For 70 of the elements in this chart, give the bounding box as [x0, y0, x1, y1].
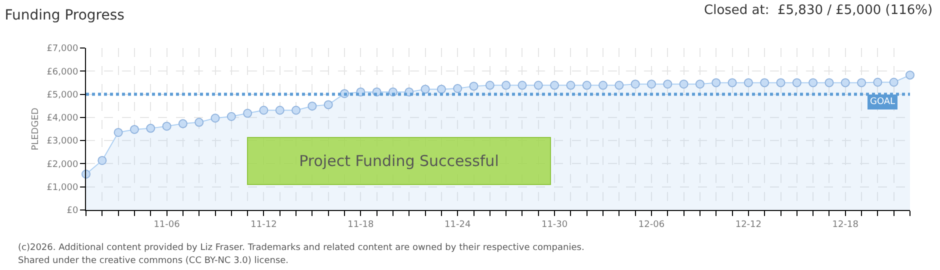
- chart-title: Funding Progress: [4, 7, 124, 24]
- point: [566, 80, 576, 90]
- point: [534, 80, 543, 90]
- point: [420, 84, 430, 94]
- point: [760, 78, 770, 88]
- point: [824, 78, 834, 88]
- point: [308, 102, 317, 111]
- chart-subtitle: Closed at: £5,830 / £5,000 (116%): [704, 3, 933, 18]
- point: [114, 128, 123, 137]
- point: [792, 78, 802, 88]
- ref-line-label: GOAL: [870, 97, 896, 107]
- point: [178, 119, 188, 128]
- x-tick-label: 11-24: [444, 220, 471, 230]
- point: [194, 118, 204, 127]
- point: [292, 106, 301, 115]
- point: [485, 80, 494, 90]
- point: [162, 122, 172, 131]
- point: [744, 78, 753, 88]
- y-tick-label: £3,000: [46, 136, 78, 147]
- y-axis-title: PLEDGED: [31, 108, 42, 150]
- point: [469, 82, 478, 91]
- y-tick-label: £6,000: [46, 67, 78, 78]
- point: [324, 100, 333, 110]
- point: [808, 78, 818, 88]
- point: [646, 80, 656, 89]
- point: [598, 80, 608, 90]
- point: [259, 106, 268, 115]
- y-tick-label: £2,000: [46, 160, 78, 170]
- point: [98, 156, 107, 165]
- point: [857, 78, 866, 88]
- x-tick-label: 11-30: [541, 220, 568, 230]
- x-tick-label: 12-18: [832, 220, 859, 230]
- x-tick-label: 11-12: [250, 220, 277, 230]
- point: [906, 70, 914, 80]
- point: [889, 78, 898, 87]
- point: [630, 80, 640, 89]
- x-tick-label: 12-12: [735, 220, 762, 230]
- annotation: Project Funding Successful: [299, 152, 499, 170]
- point: [453, 84, 462, 93]
- point: [663, 80, 672, 89]
- point: [436, 84, 446, 94]
- point: [130, 124, 139, 134]
- point: [776, 78, 786, 88]
- point: [712, 78, 721, 88]
- point: [582, 80, 592, 90]
- point: [728, 78, 737, 88]
- x-tick-label: 11-18: [348, 220, 374, 230]
- point: [550, 80, 560, 90]
- y-tick-label: £7,000: [46, 44, 78, 54]
- point: [226, 112, 236, 121]
- point: [518, 80, 527, 90]
- text: Shared under the creative commons (CC BY-NC 3.0) license.: [18, 256, 289, 266]
- y-tick-label: £1,000: [46, 183, 78, 194]
- point: [840, 78, 850, 88]
- point: [695, 80, 704, 89]
- x-tick-label: 12-06: [638, 220, 665, 230]
- picture-banner: Project Funding Successful: [247, 137, 551, 185]
- point: [146, 124, 156, 133]
- y-tick-label: £0: [66, 206, 78, 216]
- point: [210, 114, 220, 123]
- point: [243, 108, 252, 118]
- y-tick-label: £4,000: [46, 114, 78, 124]
- text: (c)2026. Additional content provided by Liz Fraser. Trademarks and related content are owned by their respective companies.: [18, 243, 584, 253]
- point: [614, 80, 624, 90]
- point: [502, 80, 511, 90]
- y-tick-label: £5,000: [46, 90, 78, 100]
- point: [873, 78, 882, 87]
- x-tick-label: 11-06: [154, 220, 180, 230]
- point: [679, 80, 688, 89]
- point: [275, 106, 284, 115]
